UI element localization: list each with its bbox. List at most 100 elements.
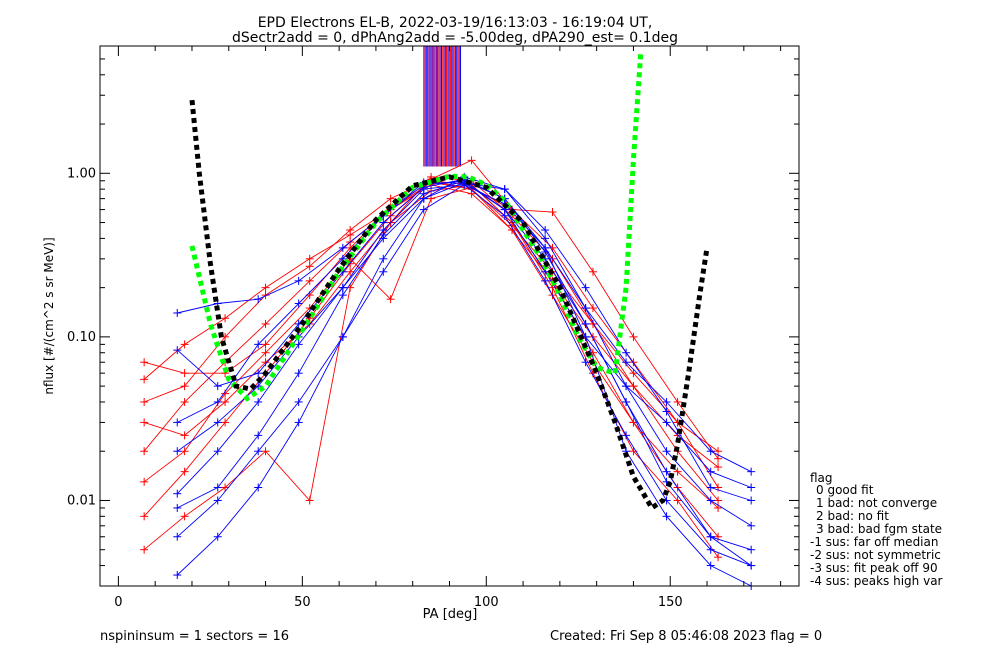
data-point — [662, 397, 671, 406]
data-point — [173, 418, 182, 427]
legend-item: 3 bad: bad fgm state — [816, 522, 942, 536]
data-point — [662, 447, 671, 456]
data-point — [662, 418, 671, 427]
data-point — [673, 467, 682, 476]
data-point — [588, 332, 597, 341]
data-point — [714, 553, 723, 562]
data-point — [173, 503, 182, 512]
data-point — [588, 319, 597, 328]
data-point — [221, 418, 230, 427]
data-point — [581, 358, 590, 367]
y-tick-label: 1.00 — [67, 166, 96, 181]
data-point — [714, 496, 723, 505]
data-point — [747, 545, 756, 554]
data-point — [305, 262, 314, 271]
data-point — [294, 369, 303, 378]
data-point — [294, 276, 303, 285]
data-point — [706, 467, 715, 476]
data-point — [622, 382, 631, 391]
y-tick-label: 0.10 — [67, 330, 96, 345]
data-point — [140, 512, 149, 521]
legend-item: -1 sus: far off median — [810, 535, 938, 549]
data-point — [581, 319, 590, 328]
legend-item: -3 sus: fit peak off 90 — [810, 561, 938, 575]
legend-title: flag — [810, 471, 833, 485]
data-point — [173, 532, 182, 541]
series-line-red — [143, 181, 719, 509]
legend-item: 0 good fit — [816, 483, 874, 497]
data-point — [305, 276, 314, 285]
data-point — [254, 295, 263, 304]
data-point — [747, 467, 756, 476]
data-point — [180, 369, 189, 378]
x-axis-label: PA [deg] — [423, 607, 478, 622]
x-tick-label: 150 — [658, 595, 683, 610]
data-point — [140, 447, 149, 456]
data-point — [254, 369, 263, 378]
series-line-red — [143, 186, 719, 488]
data-point — [662, 407, 671, 416]
fit-curve-black — [189, 99, 710, 512]
data-point — [173, 489, 182, 498]
data-point — [673, 496, 682, 505]
data-point — [588, 267, 597, 276]
data-point — [140, 418, 149, 427]
data-point — [180, 431, 189, 440]
data-point — [706, 545, 715, 554]
data-point — [254, 483, 263, 492]
data-point — [254, 431, 263, 440]
y-tick-label: 0.01 — [67, 493, 96, 508]
data-point — [221, 483, 230, 492]
data-point — [294, 299, 303, 308]
data-point — [140, 358, 149, 367]
data-point — [379, 254, 388, 263]
legend-item: 2 bad: no fit — [816, 509, 889, 523]
data-point — [180, 467, 189, 476]
data-point — [629, 358, 638, 367]
data-point — [294, 340, 303, 349]
data-point — [213, 532, 222, 541]
data-point — [338, 291, 347, 300]
data-point — [140, 375, 149, 384]
series-line-blue — [177, 180, 752, 488]
data-point — [662, 467, 671, 476]
data-point — [419, 189, 428, 198]
footer-right: Created: Fri Sep 8 05:46:08 2023 flag = … — [550, 629, 822, 644]
data-point — [622, 431, 631, 440]
data-point — [213, 418, 222, 427]
x-tick-label: 0 — [114, 595, 122, 610]
data-point — [629, 369, 638, 378]
data-point — [180, 512, 189, 521]
data-point — [714, 447, 723, 456]
data-point — [662, 512, 671, 521]
legend-item: -4 sus: peaks high var — [810, 574, 943, 588]
data-point — [261, 447, 270, 456]
data-point — [173, 308, 182, 317]
data-point — [221, 314, 230, 323]
data-point — [254, 340, 263, 349]
fit-layer — [189, 52, 710, 512]
series-line-red — [143, 176, 719, 551]
data-point — [747, 483, 756, 492]
data-point — [173, 571, 182, 580]
data-point — [213, 382, 222, 391]
footer-left: nspininsum = 1 sectors = 16 — [100, 629, 289, 644]
data-point — [622, 348, 631, 357]
data-point — [706, 483, 715, 492]
data-point — [581, 304, 590, 313]
data-point — [173, 447, 182, 456]
data-point — [714, 454, 723, 463]
data-point — [261, 319, 270, 328]
data-point — [622, 358, 631, 367]
data-point — [173, 346, 182, 355]
data-point — [213, 483, 222, 492]
data-point — [261, 348, 270, 357]
data-point — [706, 496, 715, 505]
series-line-blue — [176, 184, 752, 587]
data-point — [541, 243, 550, 252]
data-point — [581, 283, 590, 292]
data-point — [500, 185, 509, 194]
data-point — [747, 496, 756, 505]
data-point — [747, 561, 756, 570]
data-point — [261, 283, 270, 292]
